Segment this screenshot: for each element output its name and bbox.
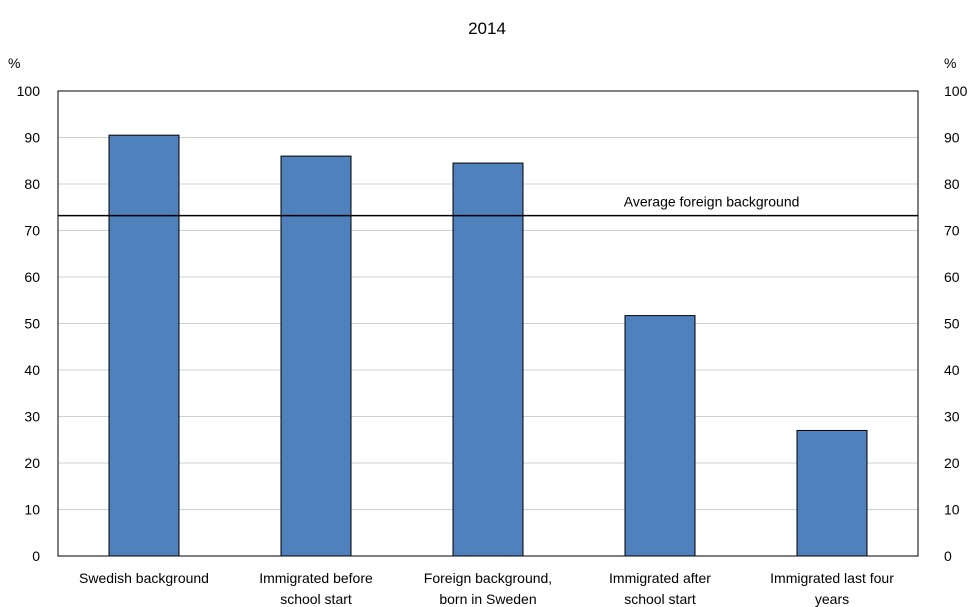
right-axis-ticks: 0 10 20 30 40 50 60 70 80 90 100 <box>944 83 968 564</box>
right-tick-label: 10 <box>944 502 960 518</box>
right-tick-label: 40 <box>944 362 960 378</box>
right-tick-label: 80 <box>944 176 960 192</box>
category-label: school start <box>280 591 352 607</box>
right-tick-label: 50 <box>944 316 960 332</box>
left-tick-label: 70 <box>24 223 40 239</box>
left-tick-label: 50 <box>24 316 40 332</box>
category-label: Immigrated before <box>259 570 373 586</box>
left-tick-label: 80 <box>24 176 40 192</box>
left-tick-label: 0 <box>32 548 40 564</box>
chart-title: 2014 <box>468 19 506 38</box>
left-tick-label: 90 <box>24 130 40 146</box>
right-tick-label: 60 <box>944 269 960 285</box>
plot-frame <box>57 90 919 557</box>
right-tick-label: 100 <box>944 83 968 99</box>
left-tick-label: 40 <box>24 362 40 378</box>
category-label: Immigrated last four <box>770 570 894 586</box>
average-reference-label: Average foreign background <box>624 194 800 210</box>
right-tick-label: 20 <box>944 455 960 471</box>
left-tick-label: 10 <box>24 502 40 518</box>
left-tick-label: 60 <box>24 269 40 285</box>
category-labels: Swedish background Immigrated before schoo… <box>79 570 894 607</box>
right-tick-label: 30 <box>944 409 960 425</box>
left-axis-unit: % <box>8 55 20 71</box>
right-axis-unit: % <box>944 55 956 71</box>
bar <box>624 315 696 557</box>
left-tick-label: 100 <box>17 83 41 99</box>
left-axis-ticks: 0 10 20 30 40 50 60 70 80 90 100 <box>17 83 41 564</box>
category-label: Swedish background <box>79 570 209 586</box>
category-label: Foreign background, <box>424 570 552 586</box>
left-tick-label: 20 <box>24 455 40 471</box>
right-tick-label: 90 <box>944 130 960 146</box>
right-tick-label: 0 <box>944 548 952 564</box>
category-label: school start <box>624 591 696 607</box>
category-label: years <box>815 591 849 607</box>
bars <box>108 134 868 557</box>
bar <box>796 429 868 557</box>
category-label: Immigrated after <box>609 570 711 586</box>
bar <box>452 162 524 557</box>
right-tick-label: 70 <box>944 223 960 239</box>
category-label: born in Sweden <box>439 591 536 607</box>
bar <box>108 134 180 557</box>
left-tick-label: 30 <box>24 409 40 425</box>
